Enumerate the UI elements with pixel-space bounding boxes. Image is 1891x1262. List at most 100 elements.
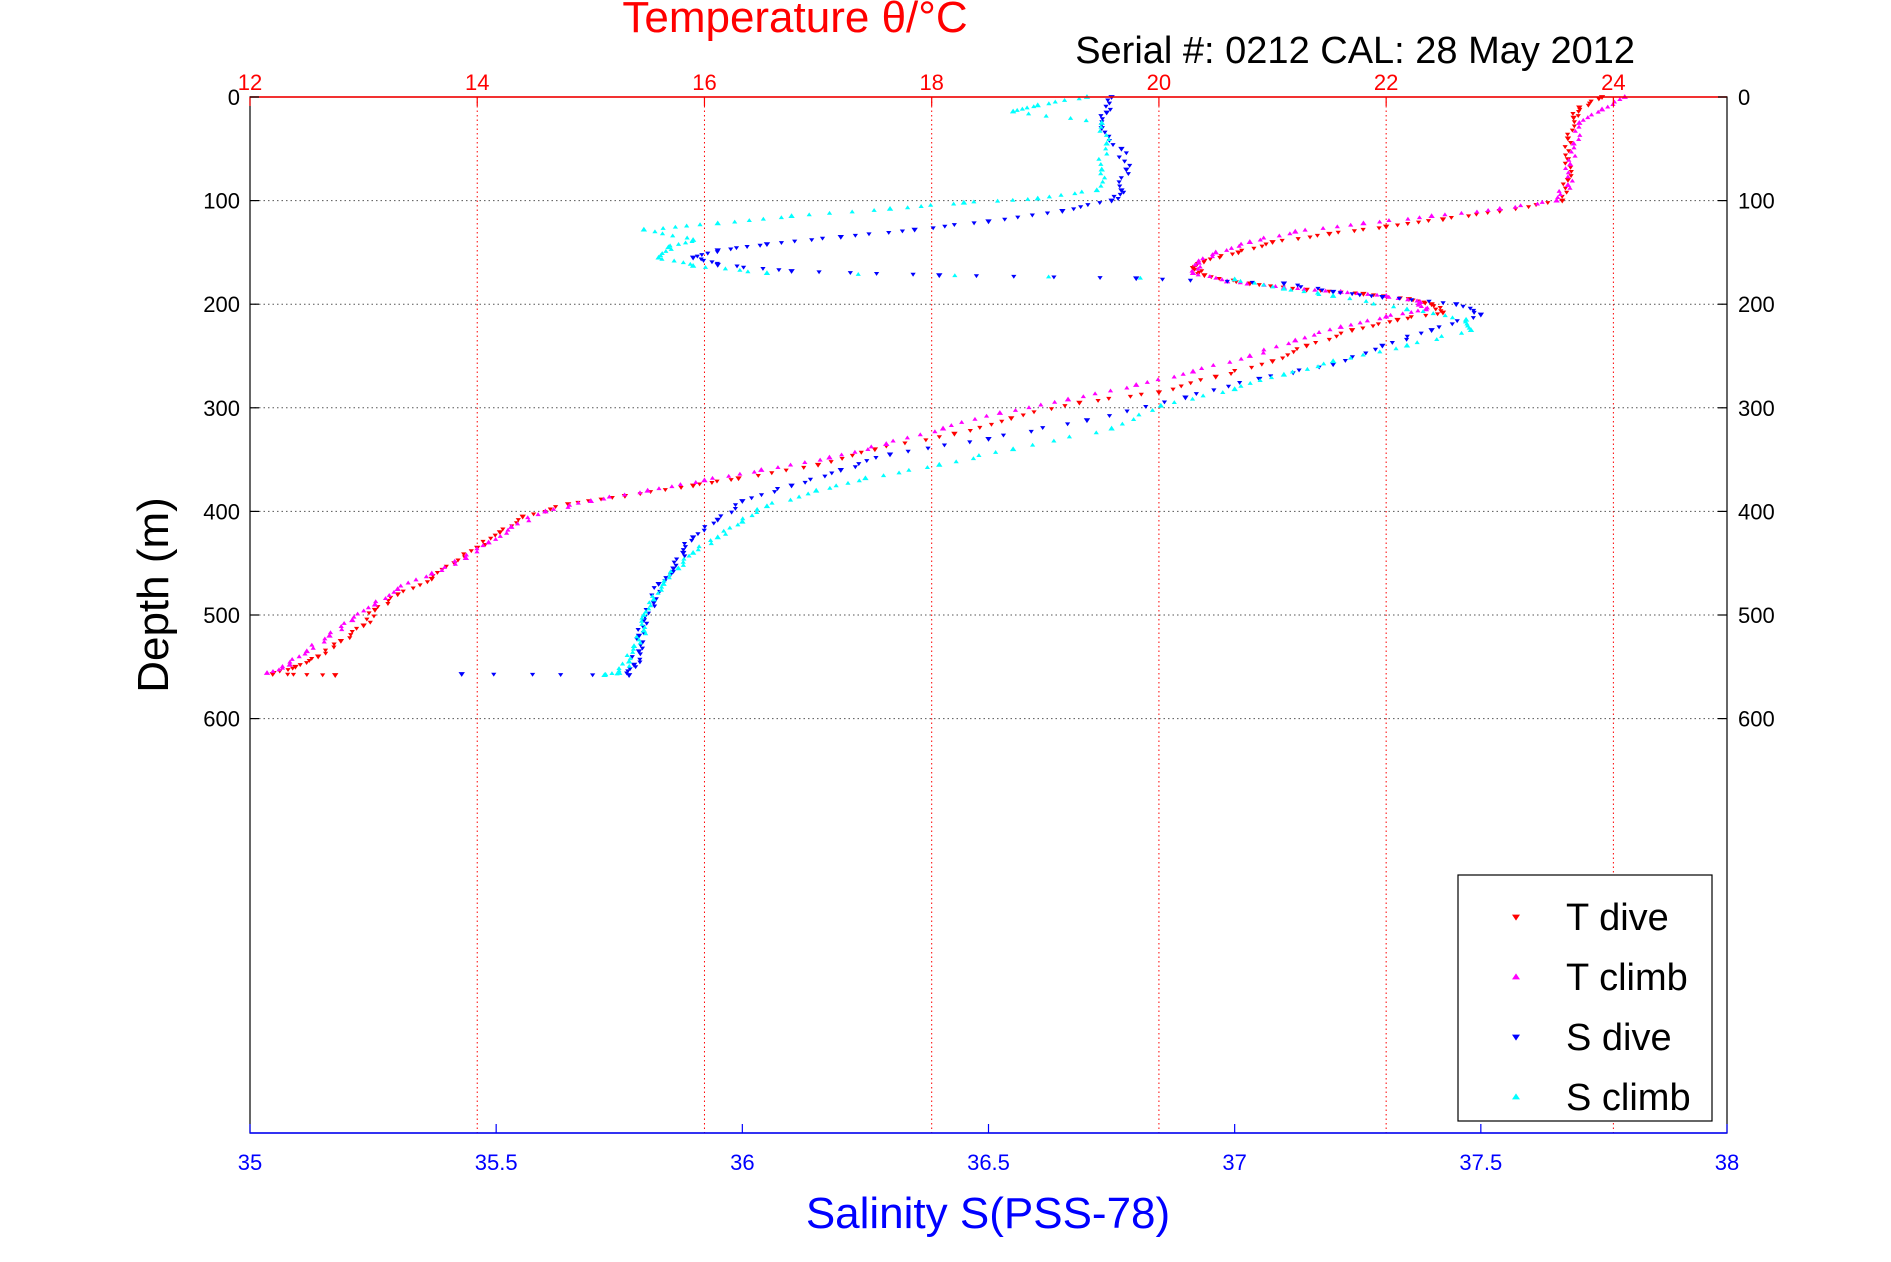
data-point xyxy=(807,477,814,482)
data-point xyxy=(1405,222,1411,226)
data-point xyxy=(644,487,651,493)
data-point xyxy=(1365,291,1371,296)
data-point xyxy=(1201,260,1207,265)
data-point xyxy=(714,517,721,523)
data-point xyxy=(639,615,645,620)
data-point xyxy=(1439,310,1447,316)
data-point xyxy=(1116,155,1122,160)
data-point xyxy=(341,620,347,625)
data-point xyxy=(1572,128,1578,133)
data-point xyxy=(1231,276,1238,282)
data-point xyxy=(1553,197,1560,203)
data-point xyxy=(1252,280,1258,285)
data-point xyxy=(1571,145,1577,150)
data-point xyxy=(769,471,775,476)
data-point xyxy=(1099,117,1106,122)
data-point xyxy=(667,572,673,577)
data-point xyxy=(598,497,604,502)
data-point xyxy=(1333,334,1340,339)
data-point xyxy=(1329,289,1337,295)
data-point xyxy=(722,531,729,536)
data-point xyxy=(656,486,662,491)
data-point xyxy=(366,611,372,616)
data-point xyxy=(1106,396,1112,401)
data-point xyxy=(1370,293,1377,298)
data-point xyxy=(763,503,771,509)
data-point xyxy=(1617,97,1623,102)
data-point xyxy=(1453,302,1460,308)
data-point xyxy=(1564,177,1572,183)
data-point xyxy=(827,485,833,490)
data-point xyxy=(1116,180,1122,185)
data-point xyxy=(1577,107,1583,112)
data-point xyxy=(1335,230,1341,235)
data-point xyxy=(1370,301,1377,306)
data-point xyxy=(1228,372,1234,376)
data-point xyxy=(689,239,695,243)
data-point xyxy=(1107,107,1113,112)
data-point xyxy=(1377,316,1383,321)
data-point xyxy=(1207,257,1213,262)
data-point xyxy=(1124,385,1130,390)
data-point xyxy=(924,465,931,470)
data-point xyxy=(1276,233,1282,238)
data-point xyxy=(911,227,918,233)
data-point xyxy=(428,570,435,576)
data-point xyxy=(705,251,711,256)
data-point xyxy=(1458,330,1465,335)
data-point xyxy=(655,582,662,587)
data-point xyxy=(322,636,328,641)
data-point xyxy=(684,223,690,228)
data-point xyxy=(1191,267,1198,272)
data-point xyxy=(694,254,700,259)
data-point xyxy=(983,413,990,418)
data-point xyxy=(1248,365,1255,370)
data-point xyxy=(1386,218,1392,223)
data-point xyxy=(1155,390,1163,396)
data-point xyxy=(1182,395,1189,401)
data-point xyxy=(640,612,648,617)
data-point xyxy=(616,668,622,673)
data-point xyxy=(1473,212,1479,217)
data-point xyxy=(745,269,751,274)
data-point xyxy=(270,669,276,673)
data-point xyxy=(637,660,643,665)
data-point xyxy=(1280,285,1288,291)
data-point xyxy=(1212,249,1219,255)
data-point xyxy=(1557,192,1563,196)
data-point xyxy=(1576,124,1582,129)
data-point xyxy=(670,566,677,572)
data-point xyxy=(802,460,808,465)
data-point xyxy=(809,238,815,243)
y-axis-label: Depth (m) xyxy=(129,497,178,693)
data-point xyxy=(1079,189,1085,194)
data-point xyxy=(1211,388,1217,393)
data-point xyxy=(663,576,669,581)
data-point xyxy=(458,672,465,677)
data-point xyxy=(297,663,303,668)
data-point xyxy=(1382,293,1390,298)
data-point xyxy=(488,536,494,541)
data-point xyxy=(660,581,667,586)
data-point xyxy=(1415,220,1422,225)
data-point xyxy=(1051,275,1057,280)
data-point xyxy=(321,639,327,644)
data-point xyxy=(1418,304,1424,309)
data-point xyxy=(287,659,293,664)
data-point xyxy=(1189,270,1197,276)
data-point xyxy=(837,468,844,473)
data-point xyxy=(640,640,646,645)
data-point xyxy=(646,606,652,611)
data-point xyxy=(1098,114,1104,118)
data-point xyxy=(680,548,686,553)
data-point xyxy=(669,484,675,489)
data-point xyxy=(1425,219,1432,224)
data-point xyxy=(1470,308,1477,313)
salinity-tick-label: 35.5 xyxy=(475,1150,518,1175)
data-point xyxy=(1564,190,1570,195)
data-point xyxy=(296,654,302,659)
data-point xyxy=(1256,283,1262,288)
data-point xyxy=(1304,366,1310,371)
data-point xyxy=(1025,111,1032,116)
data-point xyxy=(788,213,795,219)
